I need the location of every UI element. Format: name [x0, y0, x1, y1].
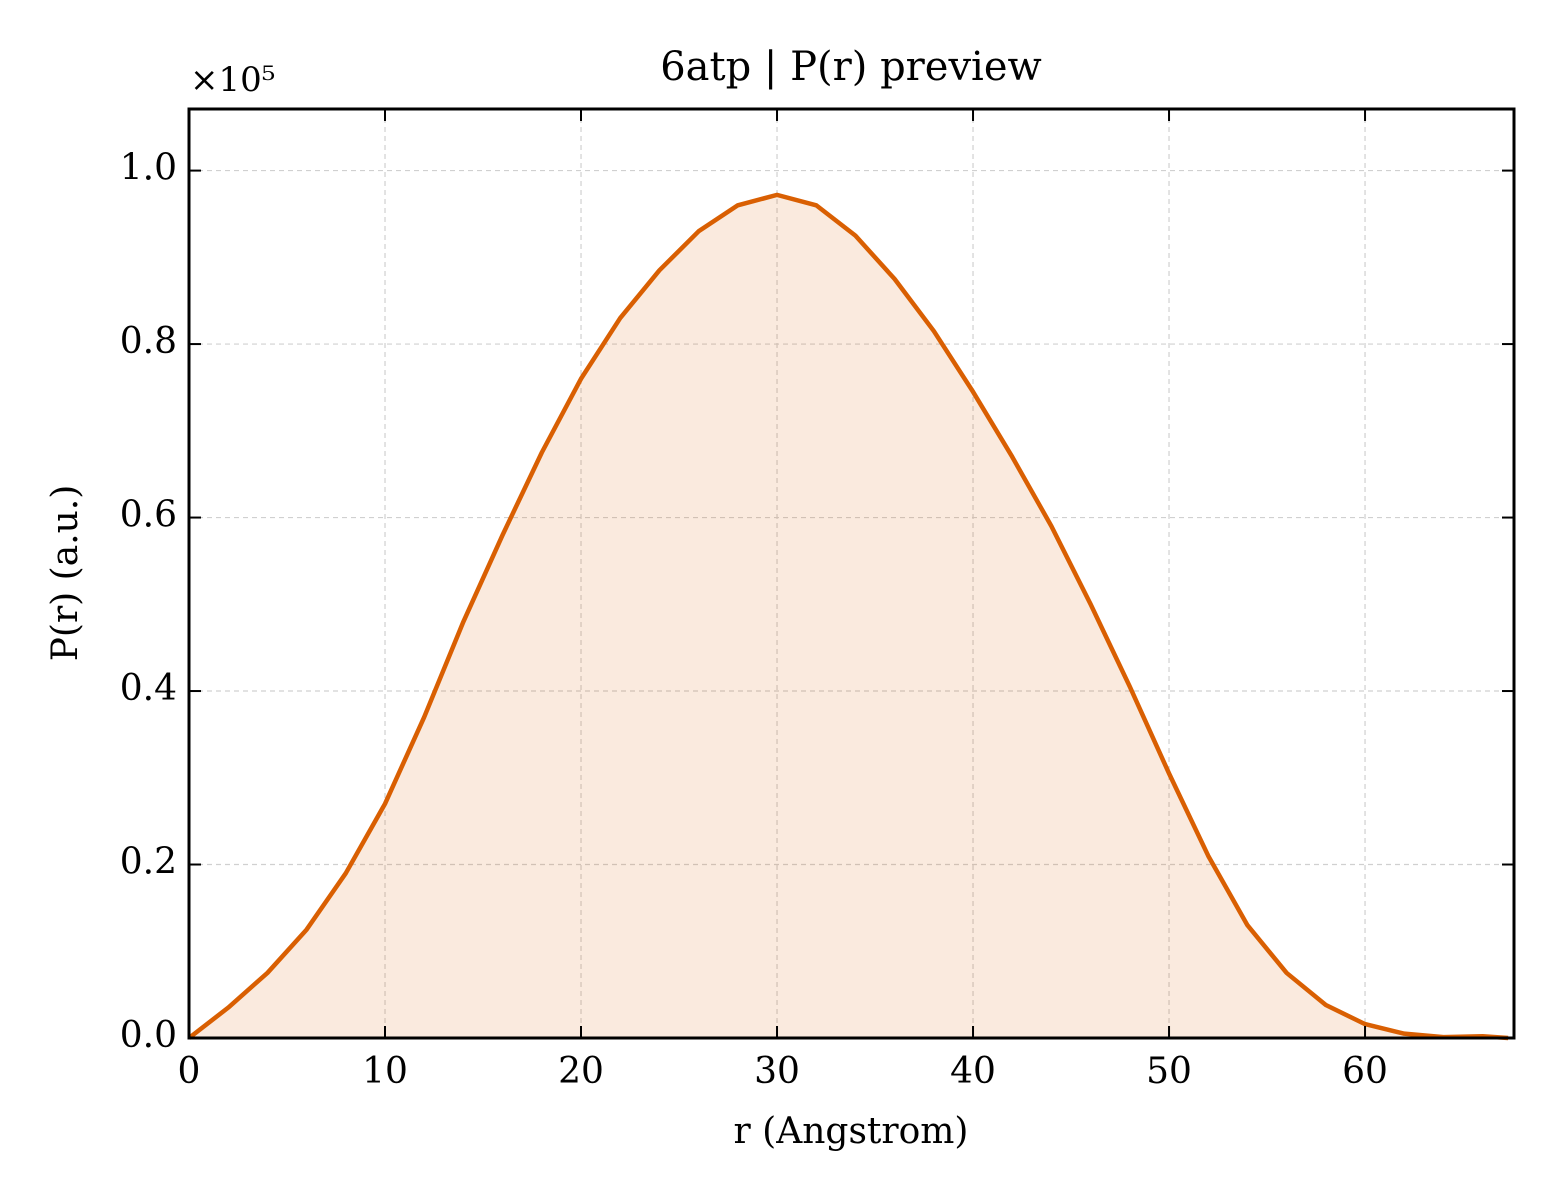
x-tick-label: 0	[178, 1051, 201, 1092]
y-offset-label: ×10⁵	[190, 60, 275, 100]
y-tick-label: 0.8	[120, 321, 177, 362]
line	[187, 192, 1509, 1041]
plot-frame	[187, 107, 1516, 1040]
x-tick-label: 30	[754, 1051, 800, 1092]
y-axis-label: P(r) (a.u.)	[45, 485, 86, 662]
x-tick-label: 50	[1146, 1051, 1192, 1092]
x-tick-label: 10	[362, 1051, 408, 1092]
y-tick-label: 0.4	[120, 668, 177, 709]
area	[189, 194, 1509, 1038]
y-tick-label: 1.0	[120, 148, 177, 189]
chart-title: 6atp | P(r) preview	[660, 44, 1042, 90]
x-tick-label: 40	[950, 1051, 996, 1092]
x-axis-label: r (Angstrom)	[734, 1111, 969, 1152]
y-tick-label: 0.0	[120, 1015, 177, 1056]
x-tick-label: 20	[558, 1051, 604, 1092]
y-tick-label: 0.6	[120, 495, 177, 536]
y-tick-label: 0.2	[120, 842, 177, 883]
x-tick-label: 60	[1342, 1051, 1388, 1092]
